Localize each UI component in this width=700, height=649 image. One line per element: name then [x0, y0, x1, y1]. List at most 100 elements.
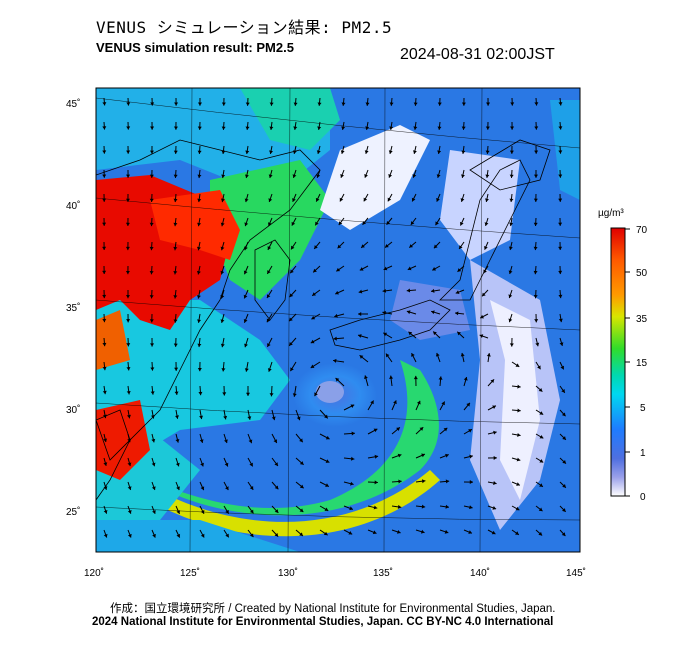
wind-arrow-head: [102, 222, 107, 226]
colorbar-tick-35: 35: [636, 314, 648, 325]
wind-arrow-head: [314, 392, 318, 397]
wind-arrow-head: [485, 198, 489, 202]
wind-arrow-head: [445, 504, 449, 509]
wind-arrow-head: [361, 244, 365, 248]
wind-arrow-head: [221, 368, 226, 372]
wind-arrow-head: [200, 462, 204, 467]
wind-arrow-head: [323, 531, 328, 536]
wind-arrow-head: [493, 430, 497, 435]
wind-arrow-head: [335, 290, 339, 295]
wind-arrow-head: [534, 102, 539, 106]
wind-arrow-head: [325, 459, 330, 463]
wind-arrow-head: [221, 174, 226, 179]
wind-arrow-head: [199, 415, 204, 420]
wind-arrow-head: [386, 220, 391, 225]
wind-arrow-head: [382, 288, 387, 293]
wind-arrow-head: [313, 268, 317, 273]
wind-arrow-head: [409, 244, 414, 248]
wind-arrow-head: [102, 390, 107, 395]
wind-arrow-head: [459, 221, 464, 226]
wind-arrow-head: [558, 126, 563, 130]
wind-arrow-head: [267, 270, 271, 274]
wind-arrow-head: [383, 266, 388, 271]
wind-arrow-head: [460, 352, 465, 357]
forecast-timestamp: 2024-08-31 02:00JST: [400, 46, 555, 63]
wind-arrow-head: [485, 174, 490, 178]
wind-vectors: [102, 97, 567, 538]
wind-arrow-head: [538, 507, 543, 512]
wind-arrow-head: [445, 453, 449, 458]
wind-arrow-head: [315, 197, 320, 202]
wind-arrow-head: [126, 102, 131, 106]
wind-arrow-head: [220, 198, 225, 203]
wind-arrow-head: [225, 533, 229, 538]
wind-arrow-head: [421, 453, 425, 458]
wind-arrow-head: [411, 197, 416, 202]
wind-arrow-head: [435, 352, 440, 357]
lon-label-125: 125˚: [180, 567, 200, 579]
wind-arrow-head: [516, 482, 520, 486]
wind-arrow-head: [333, 336, 337, 341]
wind-arrow-head: [102, 294, 107, 299]
wind-arrow-head: [293, 102, 298, 106]
wind-arrow-head: [340, 174, 345, 178]
colorbar-scale: [610, 227, 626, 497]
wind-arrow-head: [469, 480, 473, 485]
wind-arrow-head: [175, 415, 179, 419]
wind-arrow-head: [220, 270, 225, 275]
wind-arrow-head: [398, 479, 402, 484]
wind-arrow-head: [533, 198, 538, 202]
wind-arrow-head: [273, 439, 278, 444]
wind-arrow-head: [290, 269, 294, 274]
wind-arrow-head: [224, 439, 228, 444]
wind-arrow-head: [385, 353, 390, 358]
wind-arrow-head: [173, 222, 178, 227]
wind-arrow-head: [469, 454, 473, 459]
wind-arrow-head: [245, 150, 250, 154]
wind-arrow-head: [102, 318, 107, 323]
wind-arrow-head: [299, 532, 303, 536]
wind-arrow-head: [125, 198, 130, 202]
wind-arrow-head: [221, 126, 226, 130]
wind-arrow-head: [483, 269, 487, 274]
wind-arrow-head: [558, 318, 563, 323]
map-title-english: VENUS simulation result: PM2.5: [96, 40, 294, 55]
wind-arrow-head: [274, 532, 279, 537]
wind-arrow-head: [197, 343, 202, 348]
wind-arrow-head: [468, 530, 473, 534]
wind-arrow-head: [433, 244, 438, 249]
wind-arrow-head: [364, 150, 369, 154]
wind-arrow-head: [225, 486, 229, 491]
wind-arrow-head: [173, 126, 178, 130]
wind-arrow-head: [174, 367, 179, 371]
colorbar-tick-5: 5: [640, 403, 646, 414]
wind-arrow-head: [533, 294, 538, 299]
wind-arrow-head: [558, 246, 563, 251]
wind-arrow-head: [435, 221, 439, 226]
wind-arrow-head: [220, 222, 225, 227]
wind-arrow-head: [508, 246, 513, 251]
wind-arrow-head: [388, 174, 393, 178]
wind-arrow-head: [289, 293, 294, 298]
copyright-line: 2024 National Institute for Environmenta…: [92, 616, 554, 628]
wind-arrow-head: [364, 174, 368, 178]
wind-arrow-head: [127, 533, 132, 538]
wind-arrow-head: [151, 486, 156, 491]
wind-arrow-head: [534, 319, 539, 323]
wind-arrow-head: [411, 353, 415, 357]
wind-arrow-head: [515, 363, 520, 367]
wind-arrow-head: [268, 174, 273, 178]
wind-arrow-head: [311, 315, 316, 320]
wind-arrow-head: [562, 484, 566, 488]
wind-arrow-head: [292, 198, 296, 202]
wind-arrow-head: [197, 174, 202, 179]
wind-arrow-head: [486, 353, 491, 357]
wind-arrow-head: [149, 270, 154, 275]
wind-arrow-head: [445, 479, 450, 484]
wind-arrow-head: [200, 510, 205, 514]
wind-arrow-head: [416, 400, 421, 405]
wind-arrow-head: [299, 484, 304, 489]
wind-arrow-head: [509, 198, 514, 202]
wind-arrow-head: [437, 150, 442, 154]
wind-arrow-head: [266, 318, 271, 323]
